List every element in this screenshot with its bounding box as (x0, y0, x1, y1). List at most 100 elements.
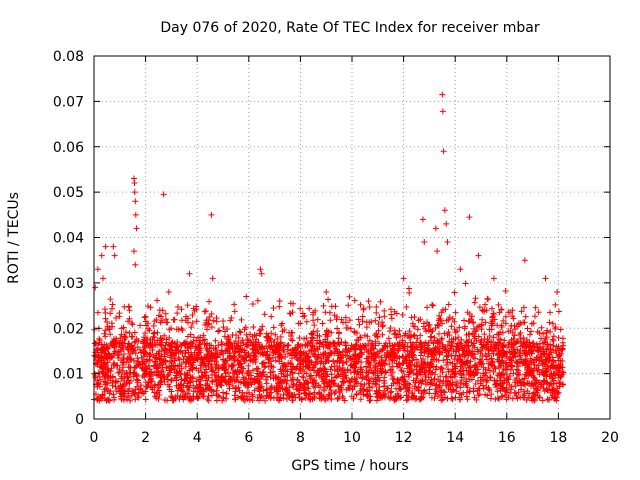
data-point (256, 391, 263, 398)
data-point (272, 373, 279, 380)
data-point (363, 324, 370, 331)
data-point (260, 368, 267, 375)
data-point (261, 311, 268, 318)
data-point (442, 347, 449, 354)
data-point (182, 341, 189, 348)
data-point (375, 327, 382, 334)
data-point (172, 344, 179, 351)
data-point (345, 346, 352, 353)
data-point (289, 329, 296, 336)
data-point (325, 391, 332, 398)
data-point (470, 319, 477, 326)
data-point (411, 385, 418, 392)
data-point (335, 372, 342, 379)
data-point (243, 293, 250, 300)
data-point (112, 378, 119, 385)
data-point (446, 314, 453, 321)
data-point (438, 397, 445, 404)
data-point (379, 319, 386, 326)
data-point (432, 225, 439, 232)
data-point (190, 388, 197, 395)
data-point (157, 374, 164, 381)
data-point (377, 298, 384, 305)
data-point (141, 314, 148, 321)
data-point (314, 328, 321, 335)
data-point (488, 320, 495, 327)
data-point (132, 198, 139, 205)
data-point (208, 324, 215, 331)
data-point (335, 339, 342, 346)
data-point (125, 393, 132, 400)
data-point (289, 397, 296, 404)
data-point (470, 340, 477, 347)
data-point (188, 324, 195, 331)
data-point (485, 384, 492, 391)
data-point (416, 367, 423, 374)
data-point (407, 333, 414, 340)
data-point (100, 275, 107, 282)
data-point (484, 392, 491, 399)
data-point (276, 298, 283, 305)
data-point (372, 338, 379, 345)
data-point (488, 391, 495, 398)
data-point (247, 331, 254, 338)
data-point (444, 239, 451, 246)
data-point (345, 302, 352, 309)
data-point (187, 345, 194, 352)
data-point (458, 391, 465, 398)
data-point (259, 323, 266, 330)
data-point (378, 370, 385, 377)
data-point (383, 385, 390, 392)
data-point (455, 334, 462, 341)
data-point (295, 391, 302, 398)
data-point (270, 348, 277, 355)
data-point (499, 371, 506, 378)
data-point (403, 397, 410, 404)
data-point (438, 309, 445, 316)
data-point (234, 374, 241, 381)
data-point (368, 350, 375, 357)
data-point (212, 337, 219, 344)
data-point (320, 302, 327, 309)
data-point (535, 309, 542, 316)
chart-title: Day 076 of 2020, Rate Of TEC Index for r… (160, 20, 539, 36)
data-point (396, 339, 403, 346)
data-point (526, 331, 533, 338)
data-point (402, 384, 409, 391)
data-point (304, 340, 311, 347)
grid-lines (94, 56, 610, 419)
data-point (154, 297, 161, 304)
data-point (334, 395, 341, 402)
data-point (459, 359, 466, 366)
data-point (180, 396, 187, 403)
data-point (364, 358, 371, 365)
data-point (475, 392, 482, 399)
data-point (154, 329, 161, 336)
data-point (293, 365, 300, 372)
data-point (552, 372, 559, 379)
data-point (431, 334, 438, 341)
data-point (503, 396, 510, 403)
data-point (357, 369, 364, 376)
data-point (298, 396, 305, 403)
data-point (207, 387, 214, 394)
data-point (137, 322, 144, 329)
data-point (126, 385, 133, 392)
data-point (102, 361, 109, 368)
data-point (267, 369, 274, 376)
data-point (457, 384, 464, 391)
data-point (301, 389, 308, 396)
data-point (485, 296, 492, 303)
data-point (443, 317, 450, 324)
data-point (513, 366, 520, 373)
data-point (359, 318, 366, 325)
data-point (94, 266, 101, 273)
data-point (141, 336, 148, 343)
data-point (187, 397, 194, 404)
data-point (487, 343, 494, 350)
x-tick-label: 12 (395, 430, 413, 446)
data-point (379, 331, 386, 338)
data-point (451, 318, 458, 325)
data-point (161, 375, 168, 382)
data-point (494, 380, 501, 387)
